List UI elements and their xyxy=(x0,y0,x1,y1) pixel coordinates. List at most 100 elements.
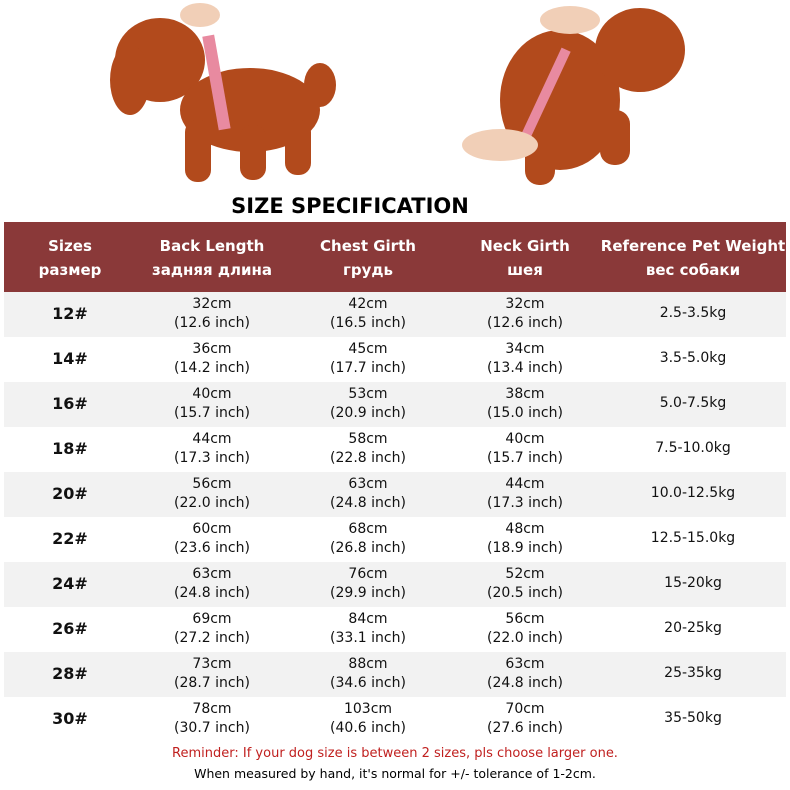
measure-cell: 52cm (20.5 inch) xyxy=(430,565,620,603)
column-header: Sizes размер xyxy=(0,234,165,282)
cm-value: 84cm xyxy=(348,611,388,627)
cm-value: 45cm xyxy=(348,341,388,357)
measure-cell: 63cm (24.8 inch) xyxy=(117,565,307,603)
weight-value: 10.0-12.5kg xyxy=(650,485,736,501)
inch-value: (20.9 inch) xyxy=(330,405,406,421)
size-label: 24# xyxy=(52,574,88,593)
cm-value: 53cm xyxy=(348,386,388,402)
measure-cell: 44cm (17.3 inch) xyxy=(117,430,307,468)
cm-value: 44cm xyxy=(505,476,545,492)
cm-value: 63cm xyxy=(192,566,232,582)
inch-value: (16.5 inch) xyxy=(330,315,406,331)
cm-value: 69cm xyxy=(192,611,232,627)
measure-cell: 44cm (17.3 inch) xyxy=(430,475,620,513)
measure-cell: 38cm (15.0 inch) xyxy=(430,385,620,423)
table-row: 30# 78cm (30.7 inch) 103cm (40.6 inch) 70cm (2… xyxy=(4,697,786,742)
cm-value: 40cm xyxy=(505,431,545,447)
header-ru: вес собаки xyxy=(645,261,741,279)
inch-value: (24.8 inch) xyxy=(330,495,406,511)
column-header: Reference Pet Weight вес собаки xyxy=(598,234,788,282)
inch-value: (33.1 inch) xyxy=(330,630,406,646)
measure-cell: 56cm (22.0 inch) xyxy=(430,610,620,648)
inch-value: (17.7 inch) xyxy=(330,360,406,376)
measure-cell: 73cm (28.7 inch) xyxy=(117,655,307,693)
header-ru: шея xyxy=(507,261,543,279)
cm-value: 78cm xyxy=(192,701,232,717)
header-ru: грудь xyxy=(343,261,393,279)
inch-value: (24.8 inch) xyxy=(174,585,250,601)
measure-cell: 63cm (24.8 inch) xyxy=(430,655,620,693)
measure-cell: 70cm (27.6 inch) xyxy=(430,700,620,738)
inch-value: (26.8 inch) xyxy=(330,540,406,556)
cm-value: 56cm xyxy=(505,611,545,627)
inch-value: (17.3 inch) xyxy=(174,450,250,466)
measure-cell: 103cm (40.6 inch) xyxy=(273,700,463,738)
weight-value: 35-50kg xyxy=(664,710,722,726)
note: When measured by hand, it's normal for +… xyxy=(194,766,596,781)
measure-cell: 88cm (34.6 inch) xyxy=(273,655,463,693)
inch-value: (15.0 inch) xyxy=(487,405,563,421)
cm-value: 56cm xyxy=(192,476,232,492)
size-label: 16# xyxy=(52,394,88,413)
size-label: 30# xyxy=(52,709,88,728)
hand xyxy=(540,6,600,34)
inch-value: (34.6 inch) xyxy=(330,675,406,691)
inch-value: (20.5 inch) xyxy=(487,585,563,601)
header-en: Neck Girth xyxy=(480,237,570,255)
weight-value: 12.5-15.0kg xyxy=(650,530,736,546)
table-header: Sizes размер Back Length задняя длина Chest … xyxy=(4,222,786,292)
inch-value: (15.7 inch) xyxy=(174,405,250,421)
measure-cell: 40cm (15.7 inch) xyxy=(117,385,307,423)
size-label: 28# xyxy=(52,664,88,683)
inch-value: (29.9 inch) xyxy=(330,585,406,601)
header-ru: размер xyxy=(38,261,102,279)
size-label: 20# xyxy=(52,484,88,503)
cm-value: 58cm xyxy=(348,431,388,447)
inch-value: (12.6 inch) xyxy=(487,315,563,331)
inch-value: (13.4 inch) xyxy=(487,360,563,376)
table-row: 16# 40cm (15.7 inch) 53cm (20.9 inch) 38cm (15… xyxy=(4,382,786,427)
weight-value: 25-35kg xyxy=(664,665,722,681)
measure-cell: 45cm (17.7 inch) xyxy=(273,340,463,378)
measure-cell: 32cm (12.6 inch) xyxy=(117,295,307,333)
cm-value: 60cm xyxy=(192,521,232,537)
cm-value: 52cm xyxy=(505,566,545,582)
cm-value: 44cm xyxy=(192,431,232,447)
cm-value: 36cm xyxy=(192,341,232,357)
inch-value: (23.6 inch) xyxy=(174,540,250,556)
measure-cell: 56cm (22.0 inch) xyxy=(117,475,307,513)
table-row: 24# 63cm (24.8 inch) 76cm (29.9 inch) 52cm (20… xyxy=(4,562,786,607)
measure-cell: 69cm (27.2 inch) xyxy=(117,610,307,648)
reminder: Reminder: If your dog size is between 2 … xyxy=(172,746,618,761)
table-row: 18# 44cm (17.3 inch) 58cm (22.8 inch) 40cm (15… xyxy=(4,427,786,472)
weight-value: 20-25kg xyxy=(664,620,722,636)
tape xyxy=(202,34,231,131)
measure-cell: 32cm (12.6 inch) xyxy=(430,295,620,333)
inch-value: (12.6 inch) xyxy=(174,315,250,331)
inch-value: (27.2 inch) xyxy=(174,630,250,646)
tape xyxy=(519,47,571,143)
hand xyxy=(180,3,220,27)
measure-cell: 36cm (14.2 inch) xyxy=(117,340,307,378)
table-row: 14# 36cm (14.2 inch) 45cm (17.7 inch) 34cm (13… xyxy=(4,337,786,382)
size-label: 26# xyxy=(52,619,88,638)
measure-cell: 60cm (23.6 inch) xyxy=(117,520,307,558)
cm-value: 32cm xyxy=(505,296,545,312)
cm-value: 32cm xyxy=(192,296,232,312)
header-ru: задняя длина xyxy=(152,261,272,279)
dog-back xyxy=(500,8,685,185)
table-row: 20# 56cm (22.0 inch) 63cm (24.8 inch) 44cm (17… xyxy=(4,472,786,517)
measure-cell: 76cm (29.9 inch) xyxy=(273,565,463,603)
inch-value: (40.6 inch) xyxy=(330,720,406,736)
hand xyxy=(462,129,538,161)
inch-value: (24.8 inch) xyxy=(487,675,563,691)
inch-value: (22.0 inch) xyxy=(487,630,563,646)
cm-value: 70cm xyxy=(505,701,545,717)
cm-value: 103cm xyxy=(343,701,393,717)
cm-value: 40cm xyxy=(192,386,232,402)
inch-value: (22.0 inch) xyxy=(174,495,250,511)
weight-value: 3.5-5.0kg xyxy=(659,350,727,366)
inch-value: (22.8 inch) xyxy=(330,450,406,466)
weight-value: 5.0-7.5kg xyxy=(659,395,727,411)
